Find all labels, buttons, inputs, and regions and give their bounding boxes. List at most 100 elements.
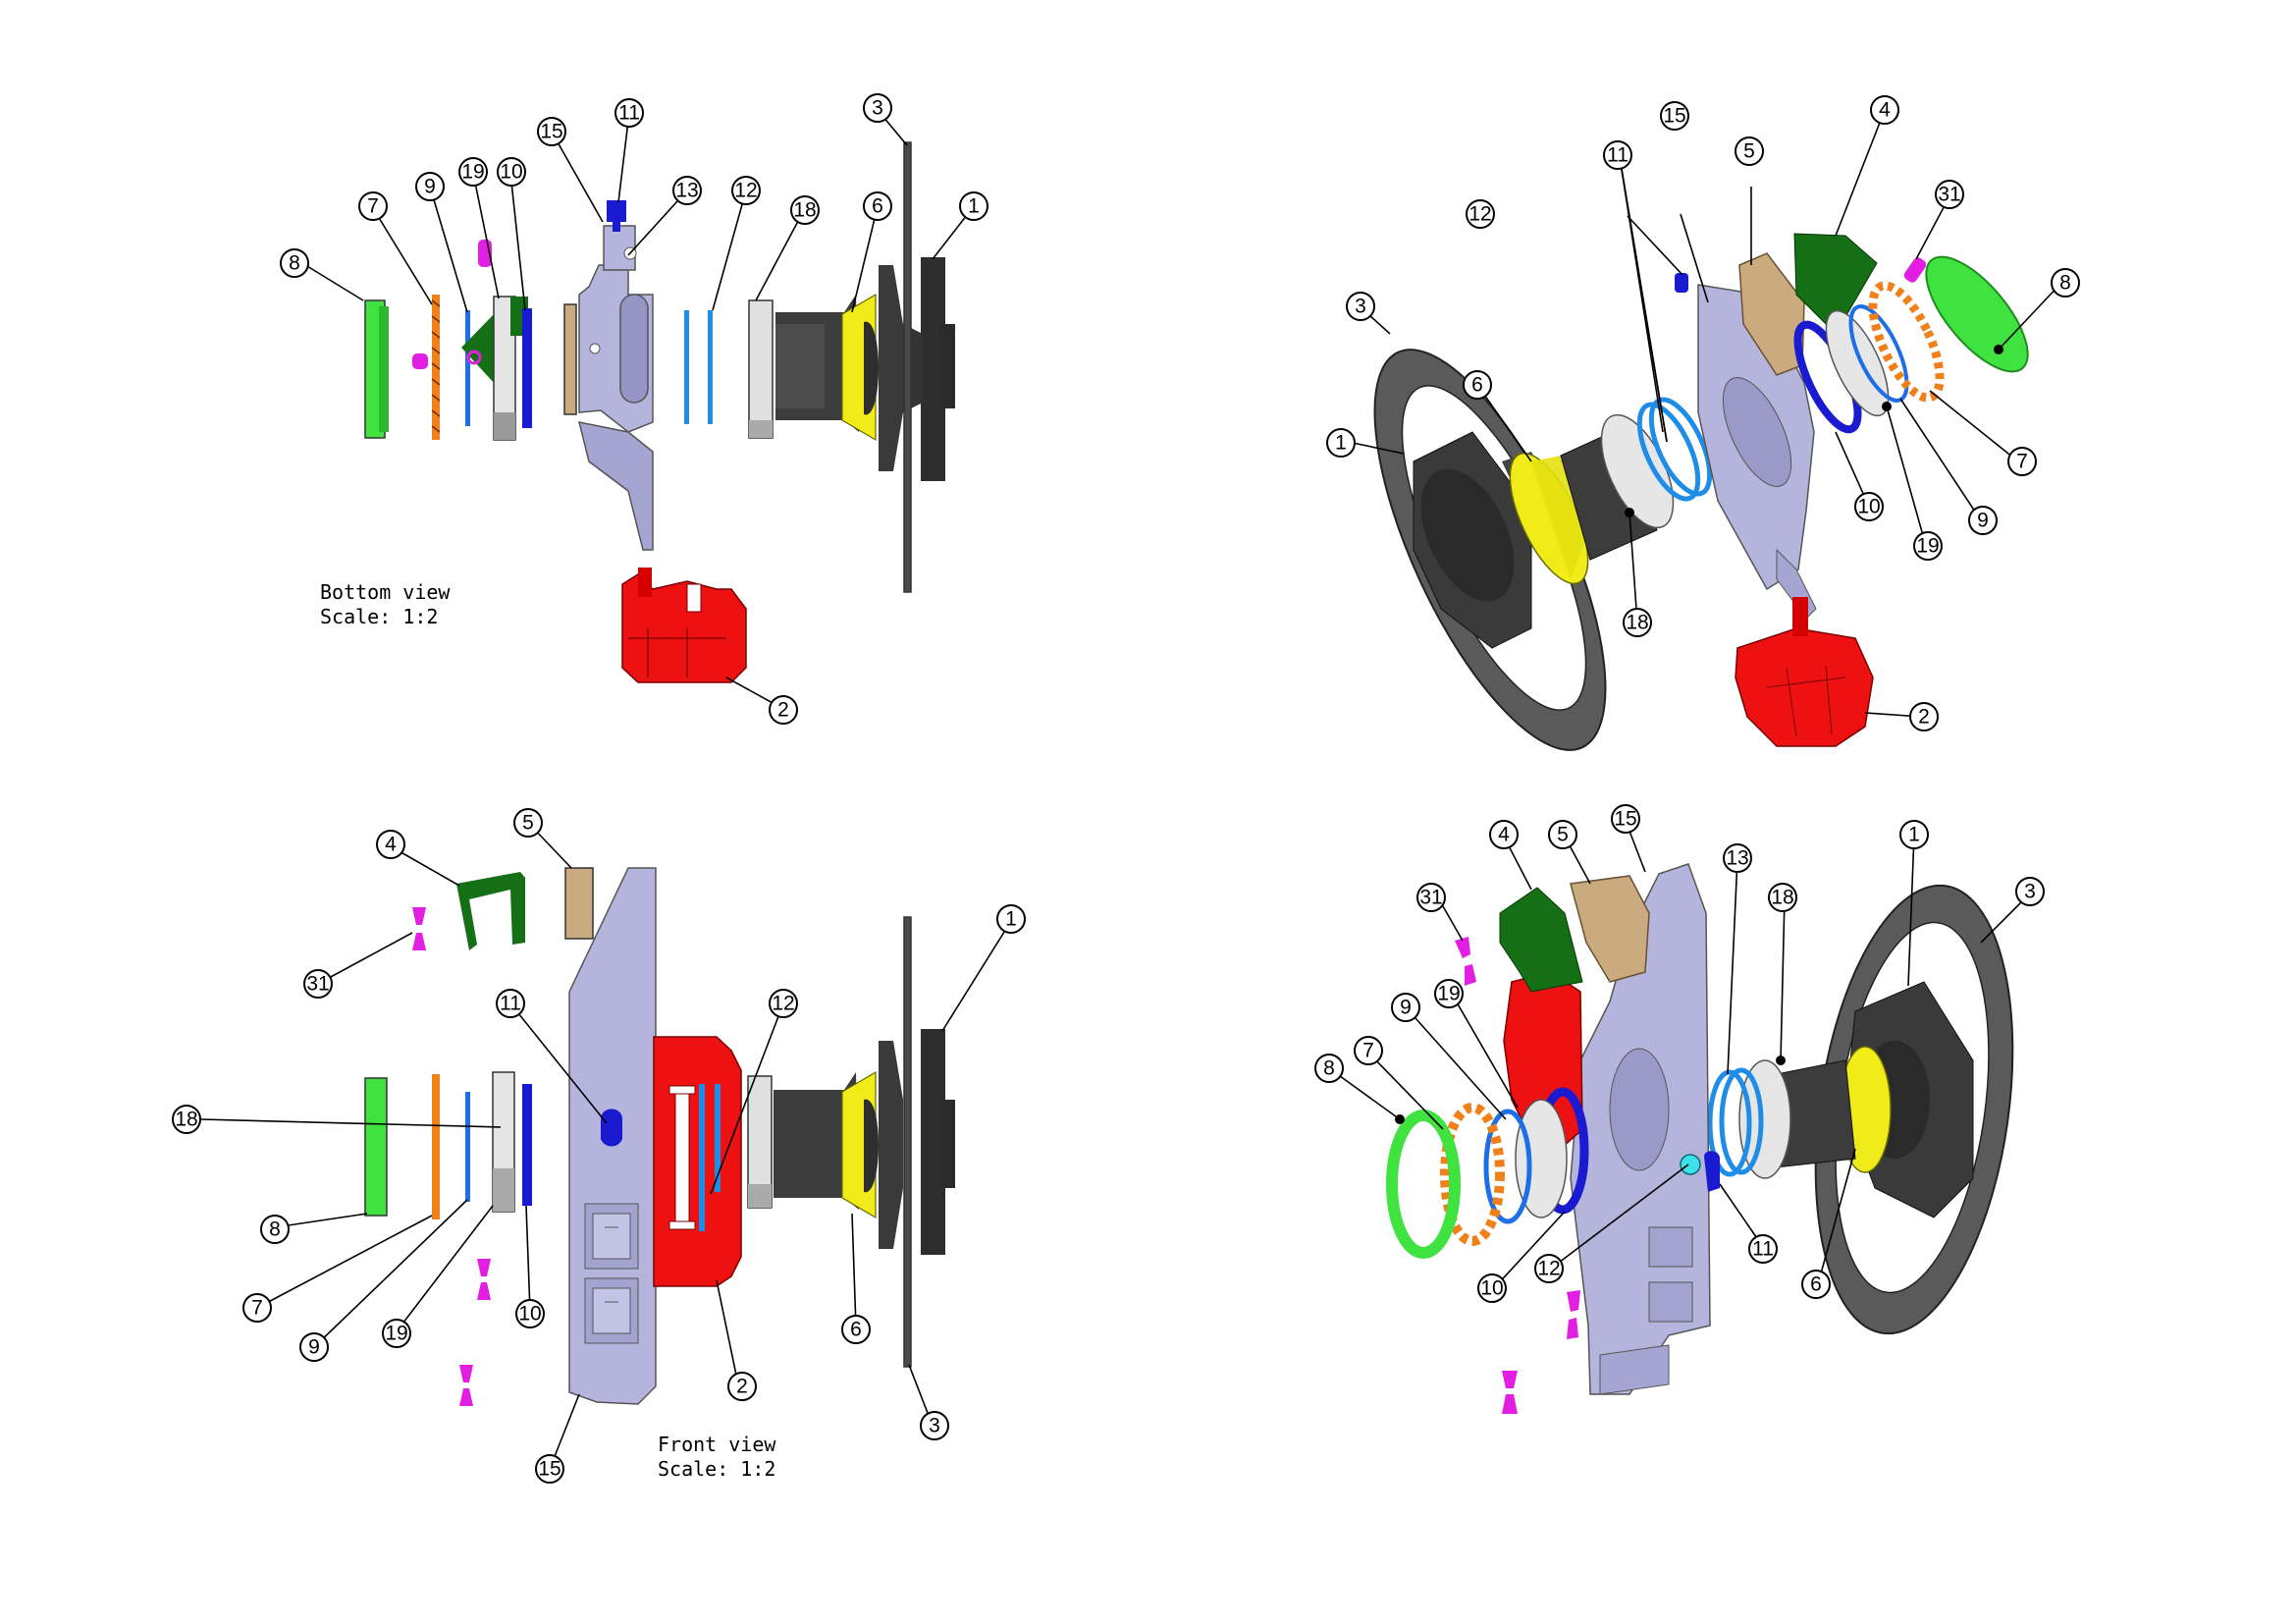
balloon-10: 10 <box>515 1299 545 1328</box>
iso-view-lower: 4 5 15 31 19 9 7 8 13 18 1 3 6 11 12 10 <box>1314 804 2045 1414</box>
balloon-6: 6 <box>1463 370 1492 400</box>
balloon-7: 7 <box>358 191 388 221</box>
part-31-pins <box>1903 257 1927 283</box>
balloon-18: 18 <box>1768 883 1797 912</box>
part-31-pins <box>412 907 491 1406</box>
balloon-8: 8 <box>1314 1054 1344 1083</box>
svg-text:15: 15 <box>1663 105 1685 128</box>
balloon-11: 11 <box>1748 1234 1778 1264</box>
svg-text:12: 12 <box>1537 1258 1560 1280</box>
balloon-7: 7 <box>1354 1036 1383 1065</box>
balloon-11: 11 <box>496 989 525 1018</box>
balloon-3: 3 <box>2015 877 2045 906</box>
svg-text:3: 3 <box>1355 296 1366 318</box>
part-1-hub <box>775 257 955 481</box>
svg-text:6: 6 <box>1471 374 1483 397</box>
svg-text:6: 6 <box>1810 1273 1822 1296</box>
part-2-caliper <box>653 1036 742 1287</box>
svg-text:5: 5 <box>1743 140 1755 163</box>
svg-text:6: 6 <box>850 1319 862 1341</box>
svg-text:10: 10 <box>1480 1277 1503 1300</box>
balloon-19: 19 <box>458 157 488 187</box>
balloon-9: 9 <box>415 172 445 201</box>
svg-text:12: 12 <box>1468 203 1491 226</box>
front-view-leaders <box>199 824 1012 1470</box>
svg-text:4: 4 <box>1879 99 1891 122</box>
balloon-1: 1 <box>959 191 988 221</box>
bottom-view-leaders <box>301 109 975 710</box>
svg-text:3: 3 <box>929 1415 940 1437</box>
svg-text:3: 3 <box>2024 881 2036 903</box>
balloon-10: 10 <box>497 157 526 187</box>
svg-text:11: 11 <box>500 993 521 1015</box>
part-12-seal-rings <box>1636 397 1713 502</box>
part-4-bracket <box>461 312 496 385</box>
svg-text:9: 9 <box>1400 997 1412 1019</box>
balloon-10: 10 <box>1854 492 1884 521</box>
svg-text:15: 15 <box>540 121 562 143</box>
balloon-18: 18 <box>172 1105 201 1134</box>
part-4-bracket <box>456 872 525 950</box>
balloon-8: 8 <box>2051 268 2080 298</box>
balloon-15: 15 <box>535 1454 564 1484</box>
balloon-12: 12 <box>731 176 761 205</box>
front-view-title: Front view <box>658 1433 776 1456</box>
svg-text:2: 2 <box>1918 706 1930 729</box>
svg-text:10: 10 <box>500 161 522 184</box>
svg-text:11: 11 <box>618 102 640 125</box>
balloon-9: 9 <box>299 1332 329 1362</box>
svg-text:9: 9 <box>1977 510 1989 532</box>
part-19-bearing <box>492 1071 515 1213</box>
part-19-bearing <box>1825 309 1890 417</box>
svg-text:19: 19 <box>1916 535 1939 558</box>
balloon-5: 5 <box>1548 820 1577 849</box>
svg-text:9: 9 <box>424 176 436 198</box>
balloon-9: 9 <box>1968 506 1998 535</box>
part-31-pins <box>1455 937 1580 1414</box>
part-8-cover <box>1386 1110 1461 1259</box>
svg-text:12: 12 <box>772 993 794 1015</box>
part-8-cover <box>364 1077 388 1217</box>
balloon-15: 15 <box>1611 804 1640 834</box>
iso-lower-balloons: 4 5 15 31 19 9 7 8 13 18 1 3 6 11 12 10 <box>1314 804 2045 1303</box>
svg-text:19: 19 <box>385 1323 407 1345</box>
part-8-cover <box>364 299 389 439</box>
part-15-upright <box>577 225 654 551</box>
svg-text:8: 8 <box>269 1218 281 1241</box>
part-5-pad <box>1570 875 1650 983</box>
bottom-view-scale: Scale: 1:2 <box>320 605 438 628</box>
balloon-8: 8 <box>280 248 309 278</box>
part-12-seal-rings <box>684 310 713 424</box>
part-10-lock-ring <box>522 308 532 428</box>
balloon-3: 3 <box>863 93 892 123</box>
svg-text:15: 15 <box>538 1458 561 1481</box>
balloon-6: 6 <box>841 1315 871 1344</box>
balloon-1: 1 <box>1326 428 1356 458</box>
svg-text:18: 18 <box>1771 887 1793 909</box>
part-8-cover <box>1925 255 2029 373</box>
svg-text:8: 8 <box>289 252 300 275</box>
balloon-6: 6 <box>863 191 892 221</box>
front-view-balloons: 4 5 31 11 12 18 8 7 9 19 10 15 2 6 3 1 <box>172 808 1026 1484</box>
svg-text:11: 11 <box>1607 144 1629 167</box>
balloon-7: 7 <box>2007 447 2037 476</box>
svg-text:13: 13 <box>675 180 698 202</box>
svg-text:19: 19 <box>1437 983 1460 1005</box>
balloon-6: 6 <box>1801 1270 1831 1299</box>
svg-text:31: 31 <box>1419 887 1442 909</box>
svg-text:7: 7 <box>367 195 379 218</box>
balloon-4: 4 <box>376 830 405 859</box>
balloon-1: 1 <box>996 904 1026 934</box>
part-3-brake-disc <box>903 141 912 593</box>
iso-view-upper: 3 1 6 12 11 15 5 4 31 8 7 9 19 10 18 2 <box>1326 95 2080 751</box>
svg-text:4: 4 <box>1498 824 1510 846</box>
part-4-bracket <box>1499 887 1583 993</box>
balloon-4: 4 <box>1489 820 1519 849</box>
balloon-1: 1 <box>1899 820 1929 849</box>
part-18-bearing <box>747 1075 773 1209</box>
balloon-19: 19 <box>1913 531 1943 561</box>
svg-text:31: 31 <box>306 973 329 996</box>
balloon-11: 11 <box>614 98 644 128</box>
svg-text:2: 2 <box>777 699 789 722</box>
